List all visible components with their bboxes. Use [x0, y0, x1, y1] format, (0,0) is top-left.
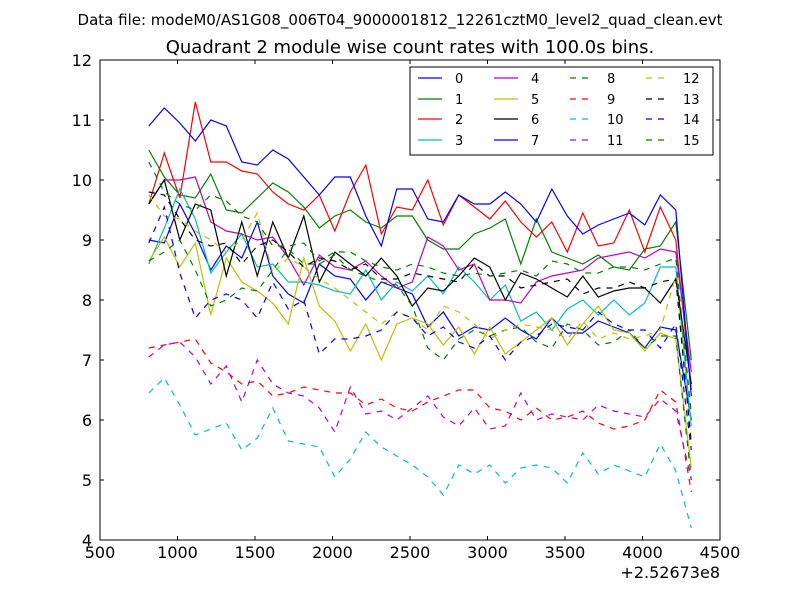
y-tick-label: 5 — [82, 471, 92, 490]
x-tick-label: 500 — [85, 543, 116, 562]
y-tick-label: 7 — [82, 351, 92, 370]
legend-label: 10 — [607, 113, 624, 128]
legend-item-13: 13 — [646, 93, 700, 108]
y-tick-label: 10 — [72, 171, 92, 190]
legend-item-11: 11 — [570, 134, 624, 149]
series-line-0 — [148, 202, 692, 421]
legend-item-2: 2 — [418, 113, 463, 128]
x-tick-label: 4000 — [622, 543, 663, 562]
legend-item-3: 3 — [418, 134, 463, 149]
legend-item-7: 7 — [494, 134, 539, 149]
legend-item-15: 15 — [646, 134, 700, 149]
series-line-9 — [148, 338, 692, 493]
legend-item-12: 12 — [646, 72, 700, 87]
series-line-11 — [148, 341, 692, 481]
series-line-8 — [148, 239, 692, 481]
series-line-14 — [148, 205, 692, 451]
y-tick-label: 8 — [82, 291, 92, 310]
legend-item-6: 6 — [494, 113, 539, 128]
series-line-12 — [148, 194, 692, 445]
x-tick-label: 1000 — [157, 543, 198, 562]
x-tick-label: 2500 — [390, 543, 431, 562]
legend-label: 3 — [455, 134, 463, 149]
x-tick-label: 3000 — [467, 543, 508, 562]
x-tick-label: 4500 — [700, 543, 741, 562]
legend-item-1: 1 — [418, 93, 463, 108]
legend-label: 13 — [683, 93, 700, 108]
legend-item-5: 5 — [494, 93, 539, 108]
x-tick-label: 3500 — [545, 543, 586, 562]
series-line-3 — [148, 187, 692, 427]
series-line-13 — [148, 191, 692, 445]
legend-item-0: 0 — [418, 72, 463, 87]
series-line-10 — [148, 377, 692, 529]
legend-label: 1 — [455, 93, 463, 108]
legend-item-10: 10 — [570, 113, 624, 128]
series-line-1 — [148, 149, 692, 361]
legend-label: 0 — [455, 72, 463, 87]
legend-item-14: 14 — [646, 113, 700, 128]
legend-label: 5 — [531, 93, 539, 108]
series-line-5 — [148, 235, 692, 469]
legend-item-9: 9 — [570, 93, 615, 108]
x-axis: 500 1000 1500 2000 2500 3000 3500 4000 4500 — [85, 60, 741, 562]
series-line-2 — [148, 101, 692, 391]
legend-label: 14 — [683, 113, 700, 128]
legend-item-8: 8 — [570, 72, 615, 87]
series-line-15 — [148, 161, 692, 415]
x-offset-label: +2.52673e8 — [620, 563, 720, 582]
y-tick-label: 6 — [82, 411, 92, 430]
series-line-4 — [148, 176, 692, 373]
legend-item-4: 4 — [494, 72, 539, 87]
x-tick-label: 1500 — [235, 543, 276, 562]
legend-label: 2 — [455, 113, 463, 128]
series-line-7 — [148, 107, 692, 397]
legend-label: 8 — [607, 72, 615, 87]
y-tick-label: 12 — [72, 51, 92, 70]
legend-label: 4 — [531, 72, 539, 87]
y-tick-label: 11 — [72, 111, 92, 130]
x-tick-label: 2000 — [312, 543, 353, 562]
y-tick-label: 9 — [82, 231, 92, 250]
legend-label: 12 — [683, 72, 700, 87]
legend-label: 15 — [683, 134, 700, 149]
y-tick-label: 4 — [82, 531, 92, 550]
chart-title: Quadrant 2 module wise count rates with … — [166, 37, 655, 58]
legend-label: 7 — [531, 134, 539, 149]
legend-label: 9 — [607, 93, 615, 108]
series-line-6 — [148, 178, 692, 385]
figure-suptitle: Data file: modeM0/AS1G08_006T04_90000018… — [78, 11, 723, 30]
legend-label: 6 — [531, 113, 539, 128]
legend-label: 11 — [607, 134, 624, 149]
